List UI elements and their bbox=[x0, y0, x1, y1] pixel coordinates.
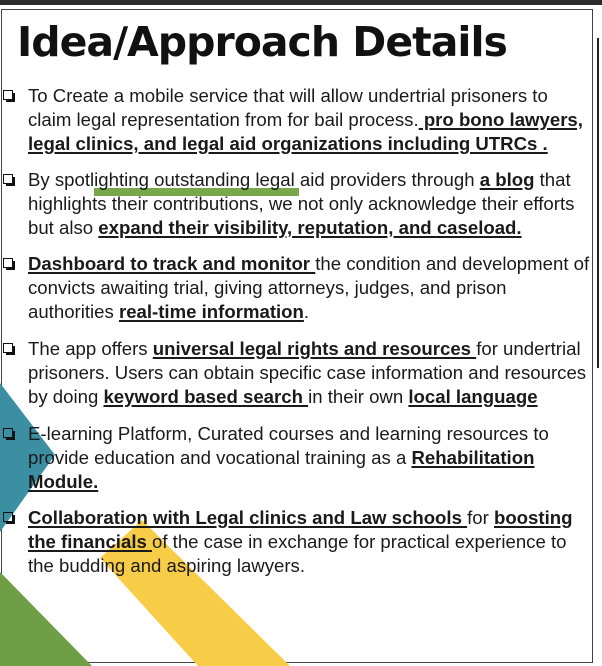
checkbox-bullet-icon bbox=[3, 174, 15, 186]
bullet-list: To Create a mobile service that will all… bbox=[3, 84, 593, 578]
bullet-emphasis: expand their visibility, reputation, and… bbox=[98, 217, 522, 238]
bullet-text: To Create a mobile service that will all… bbox=[28, 85, 548, 130]
bullet-text: E-learning Platform, Curated courses and… bbox=[28, 423, 549, 468]
bullet-emphasis: universal legal rights and resources bbox=[152, 338, 477, 359]
bullet-emphasis: a blog bbox=[479, 169, 535, 190]
checkbox-bullet-icon bbox=[3, 258, 15, 270]
bullet-text: in their own bbox=[308, 386, 409, 407]
bullet-emphasis: Dashboard to track and monitor bbox=[28, 253, 316, 274]
bullet-emphasis: real-time information bbox=[118, 301, 304, 322]
bullet-text: that highlights their contributions, we … bbox=[28, 169, 575, 238]
bullet-text: The app offers bbox=[28, 338, 153, 359]
bullet-legal-rights: The app offers universal legal rights an… bbox=[3, 337, 593, 409]
checkbox-bullet-icon bbox=[3, 90, 15, 102]
slide-right-rule bbox=[597, 38, 599, 368]
bullet-blog: By spotlighting outstanding legal aid pr… bbox=[3, 168, 593, 240]
window-top-bar bbox=[0, 0, 602, 5]
bullet-collaboration: Collaboration with Legal clinics and Law… bbox=[3, 506, 593, 578]
bullet-emphasis: keyword based search bbox=[103, 386, 309, 407]
checkbox-bullet-icon bbox=[3, 428, 15, 440]
bullet-emphasis: pro bono lawyers, legal clinics, and leg… bbox=[28, 109, 583, 154]
bullet-dashboard: Dashboard to track and monitor the condi… bbox=[3, 252, 593, 324]
bullet-text: for bbox=[467, 507, 494, 528]
bullet-text: the condition and development of convict… bbox=[28, 253, 590, 322]
bullet-text: By spotlighting outstanding legal aid pr… bbox=[28, 169, 480, 190]
bullet-text: . bbox=[303, 301, 310, 322]
bullet-mobile-service: To Create a mobile service that will all… bbox=[3, 84, 593, 156]
slide-title: Idea/Approach Details bbox=[17, 18, 508, 66]
bullet-emphasis: Collaboration with Legal clinics and Law… bbox=[28, 507, 468, 528]
bullet-e-learning: E-learning Platform, Curated courses and… bbox=[3, 422, 593, 494]
bullet-emphasis: local language bbox=[408, 386, 538, 407]
checkbox-bullet-icon bbox=[3, 512, 15, 524]
slide-frame bbox=[1, 9, 593, 663]
checkbox-bullet-icon bbox=[3, 343, 15, 355]
